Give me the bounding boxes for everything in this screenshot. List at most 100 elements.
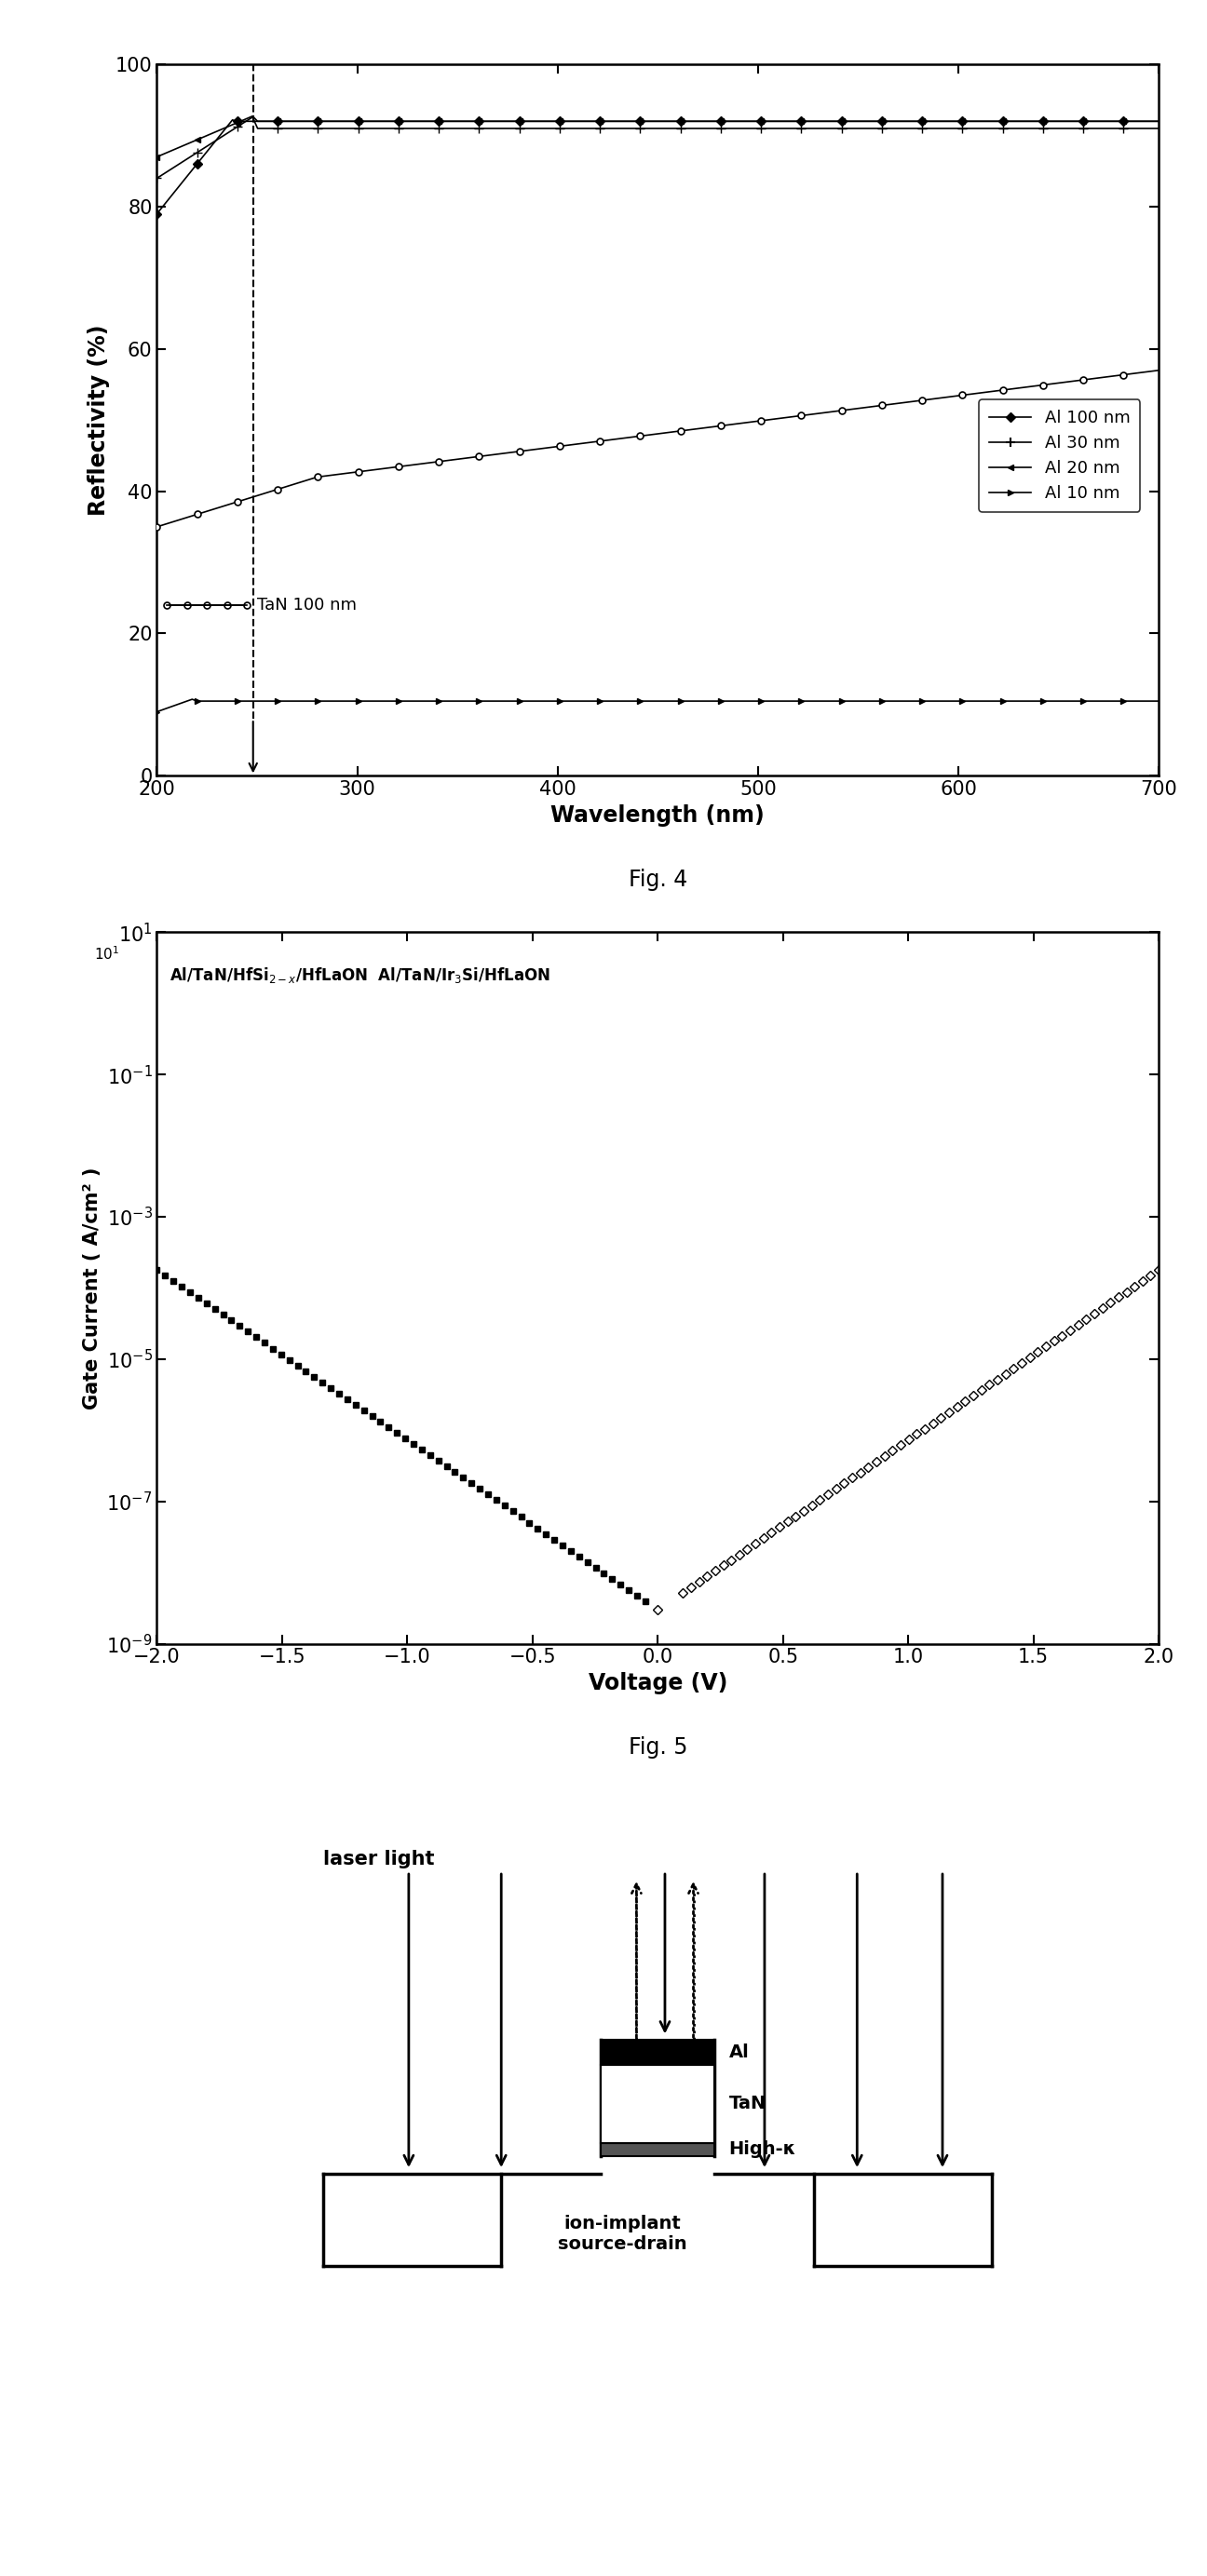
Al 10 nm — [270, 685, 285, 716]
Al 20 nm — [231, 108, 245, 139]
TaN 100 nm — [512, 435, 526, 466]
Al 30 nm — [472, 113, 486, 144]
Al 100 nm — [1075, 106, 1090, 137]
TaN 100 nm — [632, 420, 647, 451]
Al 20 nm — [270, 106, 285, 137]
Al 30 nm — [632, 113, 647, 144]
TaN 100 nm — [875, 389, 890, 420]
Al 20 nm — [553, 106, 567, 137]
Al 10 nm — [553, 685, 567, 716]
Al 20 nm — [955, 106, 969, 137]
Line: TaN 100 nm: TaN 100 nm — [153, 371, 1126, 531]
Text: High-κ: High-κ — [729, 2141, 797, 2159]
TaN 100 nm — [472, 440, 486, 471]
Al 30 nm — [674, 113, 688, 144]
Al 30 nm — [875, 113, 890, 144]
Al 30 nm — [915, 113, 929, 144]
Text: ion-implant
source-drain: ion-implant source-drain — [558, 2215, 687, 2254]
TaN 100 nm — [834, 394, 849, 425]
TaN 100 nm — [674, 415, 688, 446]
Bar — [601, 2040, 715, 2066]
Al 30 nm — [794, 113, 809, 144]
Al 100 nm — [713, 106, 728, 137]
Al 10 nm — [432, 685, 447, 716]
TaN 100 nm — [1116, 358, 1131, 389]
Al 100 nm — [593, 106, 607, 137]
Text: Al: Al — [729, 2043, 750, 2061]
Al 100 nm — [472, 106, 486, 137]
Al 10 nm — [150, 696, 164, 726]
Al 100 nm — [351, 106, 366, 137]
Line: Al 100 nm: Al 100 nm — [153, 118, 1126, 216]
Al 10 nm — [794, 685, 809, 716]
Al 10 nm — [593, 685, 607, 716]
Al 10 nm — [351, 685, 366, 716]
Al 100 nm — [270, 106, 285, 137]
Al 100 nm — [875, 106, 890, 137]
Al 20 nm — [1116, 106, 1131, 137]
Al 100 nm — [996, 106, 1010, 137]
Al 10 nm — [955, 685, 969, 716]
TaN 100 nm — [432, 446, 447, 477]
Al 10 nm — [754, 685, 769, 716]
Al 30 nm — [432, 113, 447, 144]
TaN 100 nm — [754, 404, 769, 435]
Al 100 nm — [955, 106, 969, 137]
Al 100 nm — [1036, 106, 1050, 137]
TaN 100 nm — [150, 513, 164, 544]
Al 20 nm — [1036, 106, 1050, 137]
Al 20 nm — [996, 106, 1010, 137]
Al 30 nm — [754, 113, 769, 144]
TaN 100 nm — [955, 379, 969, 410]
TaN 100 nm — [231, 487, 245, 518]
TaN 100 nm — [713, 410, 728, 440]
Al 20 nm — [794, 106, 809, 137]
Y-axis label: Reflectivity (%): Reflectivity (%) — [88, 325, 110, 515]
Bar — [601, 2143, 715, 2156]
Text: 10$^1$: 10$^1$ — [94, 945, 119, 963]
Al 30 nm — [310, 113, 325, 144]
Al 20 nm — [391, 106, 406, 137]
TaN 100 nm — [351, 456, 366, 487]
Al 30 nm — [270, 113, 285, 144]
TaN 100 nm — [1036, 368, 1050, 399]
Text: TaN: TaN — [729, 2094, 766, 2112]
Al 20 nm — [593, 106, 607, 137]
Al 20 nm — [189, 124, 204, 155]
Al 20 nm — [754, 106, 769, 137]
TaN 100 nm — [1075, 363, 1090, 394]
Text: Fig. 5: Fig. 5 — [629, 1736, 687, 1759]
Al 100 nm — [231, 106, 245, 137]
Al 100 nm — [432, 106, 447, 137]
Al 20 nm — [351, 106, 366, 137]
Al 10 nm — [1036, 685, 1050, 716]
Text: Al/TaN/HfSi$_{2-x}$/HfLaON  Al/TaN/Ir$_3$Si/HfLaON: Al/TaN/HfSi$_{2-x}$/HfLaON Al/TaN/Ir$_3$… — [169, 966, 550, 984]
TaN 100 nm — [270, 474, 285, 505]
Al 100 nm — [189, 149, 204, 180]
X-axis label: Wavelength (nm): Wavelength (nm) — [550, 804, 765, 827]
Al 20 nm — [1075, 106, 1090, 137]
Legend: Al 100 nm, Al 30 nm, Al 20 nm, Al 10 nm: Al 100 nm, Al 30 nm, Al 20 nm, Al 10 nm — [979, 399, 1141, 513]
Al 100 nm — [632, 106, 647, 137]
Al 100 nm — [512, 106, 526, 137]
Al 100 nm — [553, 106, 567, 137]
Al 20 nm — [713, 106, 728, 137]
Al 100 nm — [310, 106, 325, 137]
Al 20 nm — [432, 106, 447, 137]
Al 100 nm — [1116, 106, 1131, 137]
Al 30 nm — [150, 162, 164, 193]
Al 30 nm — [834, 113, 849, 144]
Al 10 nm — [834, 685, 849, 716]
Al 30 nm — [1075, 113, 1090, 144]
Al 30 nm — [1036, 113, 1050, 144]
Al 20 nm — [512, 106, 526, 137]
Al 20 nm — [150, 142, 164, 173]
Al 20 nm — [834, 106, 849, 137]
Al 10 nm — [996, 685, 1010, 716]
Al 30 nm — [351, 113, 366, 144]
Al 10 nm — [915, 685, 929, 716]
TaN 100 nm — [915, 384, 929, 415]
TaN 100 nm — [794, 399, 809, 430]
Al 20 nm — [310, 106, 325, 137]
Al 10 nm — [189, 685, 204, 716]
